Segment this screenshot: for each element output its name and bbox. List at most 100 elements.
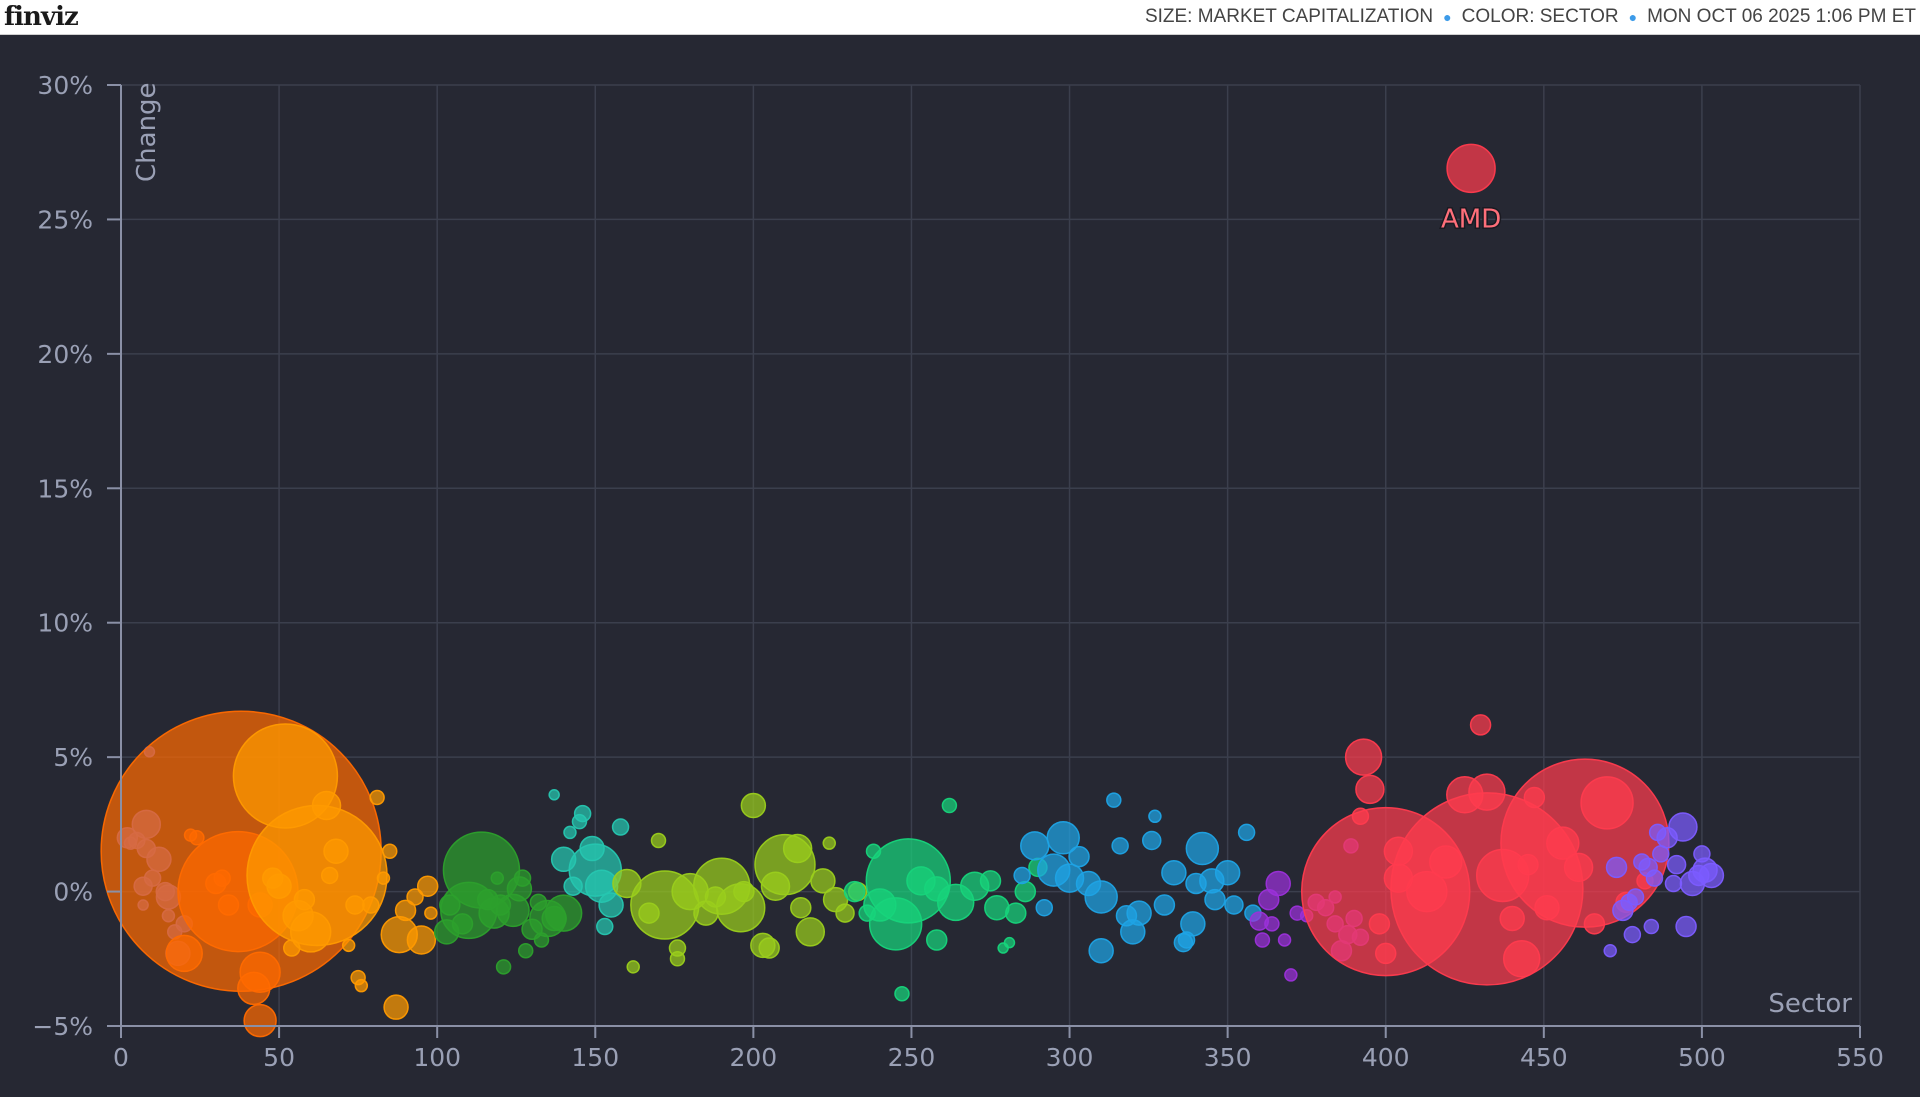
bubble [406, 925, 437, 955]
bubble [979, 870, 1002, 892]
top-bar: finviz SIZE: MARKET CAPITALIZATION ● COLOR… [0, 0, 1920, 35]
bubble [1374, 942, 1397, 965]
bubble [598, 892, 624, 918]
x-tick-label: 550 [1836, 1043, 1884, 1072]
bubble [1148, 809, 1162, 824]
bubble [1013, 866, 1031, 885]
bubble [1153, 894, 1176, 916]
bubble [782, 833, 813, 864]
x-tick-label: 300 [1046, 1043, 1094, 1072]
bubble [416, 875, 439, 897]
bubble [541, 905, 567, 932]
x-axis-title: Sector [1768, 989, 1852, 1019]
bubble [529, 893, 548, 912]
bubble [345, 895, 365, 915]
bubble [376, 871, 391, 885]
bubble [1300, 806, 1471, 977]
bubble [1633, 853, 1651, 871]
bubble [1344, 738, 1383, 776]
bubble [369, 789, 385, 806]
y-tick-label: 0% [53, 878, 93, 907]
bubble [451, 913, 474, 935]
bubble [1500, 758, 1670, 928]
bubble [925, 929, 948, 951]
bubble [1383, 836, 1414, 866]
bubble [362, 896, 380, 914]
bubble [1020, 831, 1050, 861]
bubble [941, 797, 958, 814]
bubble [760, 871, 791, 901]
finviz-logo[interactable]: finviz [4, 2, 79, 32]
bubble [1429, 845, 1463, 879]
bubble [758, 937, 780, 959]
x-tick-label: 150 [571, 1043, 619, 1072]
bubble [790, 896, 812, 919]
bubble [1675, 915, 1697, 938]
bubble [740, 792, 767, 819]
y-tick-label: 15% [37, 474, 93, 503]
bubble [1475, 848, 1530, 903]
bubble [626, 960, 640, 974]
bubble [650, 832, 667, 849]
bubble [1111, 837, 1129, 855]
bubble [579, 835, 605, 862]
bubble [165, 934, 203, 973]
bubble [1115, 905, 1138, 927]
bubble [1068, 845, 1090, 868]
bubble [843, 880, 866, 903]
bubble [1666, 854, 1687, 875]
x-tick-label: 50 [263, 1043, 295, 1072]
bubble [533, 932, 550, 948]
y-tick-label: 10% [37, 609, 93, 638]
bubbles [100, 143, 1725, 1038]
bubble [1664, 874, 1683, 893]
bubble [1648, 823, 1667, 842]
bubble [822, 836, 836, 850]
bubble [1177, 931, 1196, 949]
bubble [612, 868, 642, 899]
bubble [1469, 714, 1492, 736]
bubble [1623, 925, 1642, 944]
bubble [517, 942, 534, 959]
bubble [1643, 918, 1660, 935]
x-tick-label: 500 [1678, 1043, 1726, 1072]
bubble [213, 869, 231, 887]
bubble [382, 843, 398, 859]
x-tick-label: 400 [1362, 1043, 1410, 1072]
bubble [354, 978, 369, 993]
bubble [563, 876, 583, 896]
y-tick-label: −5% [32, 1012, 93, 1041]
bubble [835, 903, 855, 923]
bubble [1185, 872, 1207, 895]
bubble [1563, 852, 1594, 883]
bubble [1088, 937, 1114, 964]
bubble [795, 917, 826, 947]
bubble [1014, 880, 1037, 903]
bubble [1499, 905, 1525, 932]
x-tick-label: 0 [113, 1043, 129, 1072]
bubble [439, 894, 461, 916]
bubble [243, 1003, 277, 1038]
bubble [1383, 863, 1414, 893]
bubble [984, 894, 1010, 921]
bubble [383, 994, 409, 1020]
bubble [548, 789, 560, 801]
bubble [232, 723, 339, 829]
bubble [1046, 821, 1080, 855]
bubble [810, 868, 836, 894]
bubble [550, 846, 577, 873]
bubble [1652, 845, 1670, 863]
bubble [1626, 888, 1645, 906]
x-tick-label: 200 [730, 1043, 778, 1072]
bubble [183, 828, 198, 842]
bubble [1605, 856, 1628, 879]
bubble [1257, 888, 1280, 911]
bubble [1224, 895, 1244, 915]
y-tick-label: 5% [53, 743, 93, 772]
bubble [1284, 968, 1298, 982]
size-label: SIZE: MARKET CAPITALIZATION [1144, 6, 1434, 27]
y-axis-title: Change [132, 82, 162, 182]
bubble [1075, 870, 1102, 897]
bubble [704, 886, 727, 908]
y-tick-label: 30% [37, 71, 93, 100]
